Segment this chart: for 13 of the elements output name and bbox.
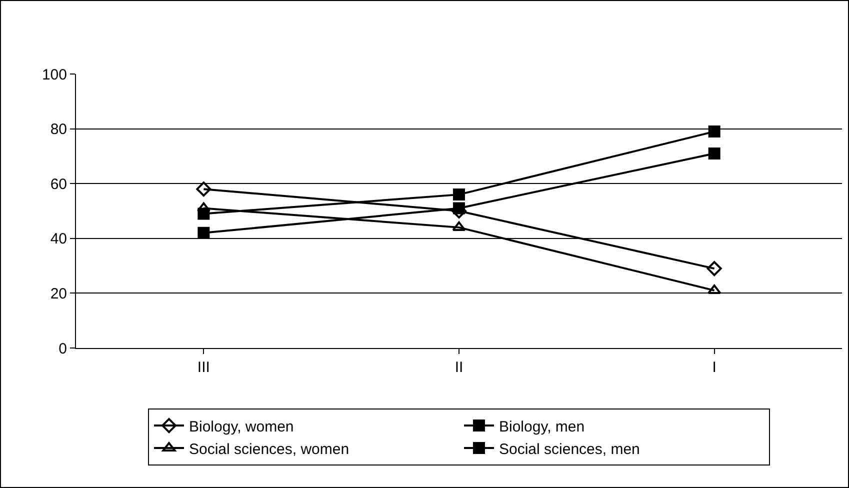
x-tick-label: I	[712, 359, 716, 376]
x-tick-label: II	[454, 359, 464, 376]
y-tick-label: 40	[50, 230, 67, 248]
y-tick-label: 20	[50, 285, 67, 302]
legend-label: Biology, men	[499, 418, 585, 436]
x-tick-label: III	[197, 359, 210, 376]
legend-label: Biology, women	[189, 418, 294, 436]
y-tick-label: 100	[42, 66, 67, 84]
y-tick-label: 60	[50, 176, 67, 193]
legend-label: Social sciences, men	[499, 440, 640, 458]
y-tick-label: 80	[50, 121, 67, 138]
y-tick-label: 0	[58, 340, 67, 358]
legend-label: Social sciences, women	[189, 440, 350, 458]
